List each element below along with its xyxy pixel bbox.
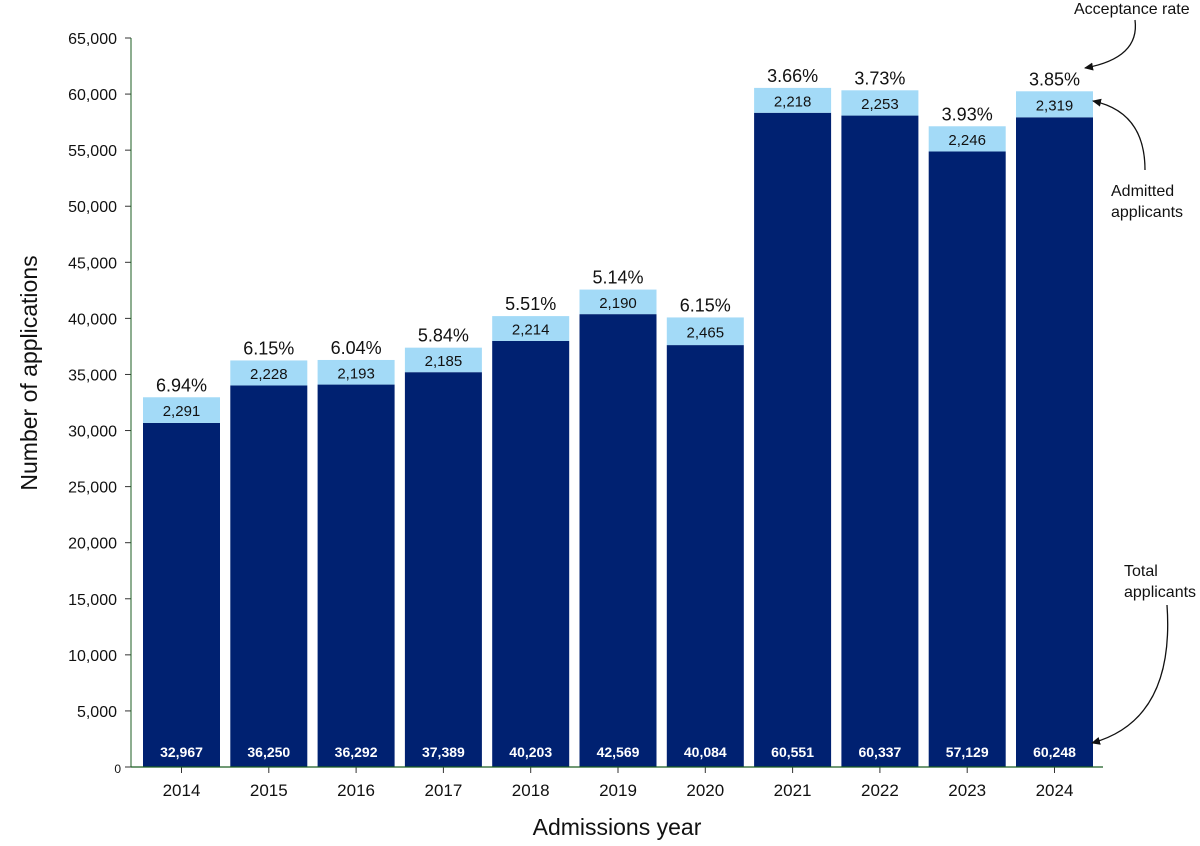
admitted-applicants-label: 2,190 — [599, 295, 637, 312]
bar-admitted-applicants — [492, 316, 570, 341]
admitted-applicants-annotation-line2: applicants — [1111, 204, 1183, 221]
bar-total-applicants — [404, 372, 482, 767]
total-applicants-label: 36,250 — [247, 744, 290, 760]
bar-total-applicants — [841, 115, 919, 767]
y-tick-label: 55,000 — [68, 143, 117, 160]
bar-total-applicants — [317, 384, 395, 767]
bar-admitted-applicants — [928, 126, 1006, 152]
y-tick-label: 60,000 — [68, 87, 117, 104]
total-applicants-label: 60,248 — [1033, 744, 1076, 760]
x-tick-label: 2022 — [861, 781, 899, 800]
total-applicants-label: 40,203 — [509, 744, 552, 760]
x-axis-title: Admissions year — [533, 814, 702, 840]
y-tick-label: 0 — [114, 762, 121, 776]
y-axis-title: Number of applications — [16, 255, 42, 490]
bar-admitted-applicants — [404, 347, 482, 373]
x-tick-label: 2015 — [250, 781, 288, 800]
total-applicants-label: 32,967 — [160, 744, 203, 760]
y-tick-label: 5,000 — [77, 704, 117, 721]
y-tick-label: 35,000 — [68, 367, 117, 384]
acceptance-rate-label: 6.15% — [243, 338, 294, 358]
bar-total-applicants — [143, 422, 220, 767]
acceptance-rate-annotation: Acceptance rate — [1074, 1, 1190, 18]
bar-admitted-applicants — [841, 90, 919, 116]
x-tick-label: 2016 — [337, 781, 375, 800]
admitted-applicants-arrow — [1092, 98, 1146, 171]
admitted-applicants-annotation-line1: Admitted — [1111, 183, 1174, 200]
bar-total-applicants — [1016, 117, 1093, 768]
admitted-applicants-label: 2,214 — [512, 322, 550, 339]
x-tick-label: 2019 — [599, 781, 637, 800]
acceptance-rate-label: 5.14% — [592, 268, 643, 288]
bar-admitted-applicants — [666, 317, 744, 346]
x-tick-label: 2017 — [424, 781, 462, 800]
admitted-applicants-label: 2,291 — [163, 403, 201, 420]
y-tick-label: 25,000 — [68, 480, 117, 497]
total-applicants-arrow — [1091, 604, 1169, 745]
bar-admitted-applicants — [317, 359, 395, 385]
bar-admitted-applicants — [754, 87, 832, 113]
total-applicants-label: 36,292 — [335, 744, 378, 760]
y-tick-label: 65,000 — [68, 31, 117, 48]
acceptance-rate-label: 5.51% — [505, 294, 556, 314]
bar-admitted-applicants — [1016, 91, 1093, 118]
y-tick-label: 40,000 — [68, 311, 117, 328]
admitted-applicants-label: 2,185 — [425, 353, 463, 370]
x-tick-label: 2023 — [948, 781, 986, 800]
bar-admitted-applicants — [143, 397, 220, 423]
total-applicants-label: 57,129 — [946, 744, 989, 760]
total-applicants-annotation-line1: Total — [1124, 563, 1158, 580]
total-applicants-label: 42,569 — [597, 744, 640, 760]
total-applicants-annotation-line2: applicants — [1124, 584, 1196, 601]
acceptance-rate-label: 3.66% — [767, 66, 818, 86]
bars-layer: 32,967 2,291 6.94% 2014 36,250 2,228 6.15% 2015… — [143, 66, 1093, 800]
bar-admitted-applicants — [579, 289, 657, 315]
total-applicants-label: 60,551 — [771, 744, 814, 760]
bar-total-applicants — [492, 340, 570, 767]
admitted-applicants-label: 2,465 — [687, 324, 725, 341]
x-tick-label: 2021 — [774, 781, 812, 800]
x-tick-label: 2024 — [1036, 781, 1074, 800]
x-tick-label: 2020 — [686, 781, 724, 800]
acceptance-rate-label: 5.84% — [418, 326, 469, 346]
y-tick-label: 30,000 — [68, 424, 117, 441]
admitted-applicants-label: 2,228 — [250, 366, 288, 383]
bar-total-applicants — [754, 112, 832, 768]
bar-total-applicants — [230, 385, 308, 767]
y-tick-label: 45,000 — [68, 255, 117, 272]
acceptance-rate-label: 3.85% — [1029, 69, 1080, 89]
admitted-applicants-label: 2,193 — [337, 365, 375, 382]
total-applicants-label: 37,389 — [422, 744, 465, 760]
total-applicants-label: 60,337 — [858, 744, 901, 760]
admitted-applicants-label: 2,218 — [774, 93, 812, 110]
acceptance-rate-label: 3.73% — [854, 68, 905, 88]
total-applicants-label: 40,084 — [684, 744, 727, 760]
y-tick-label: 15,000 — [68, 592, 117, 609]
y-tick-label: 20,000 — [68, 536, 117, 553]
y-tick-layer: 0 5,000 10,000 15,000 20,000 25,000 30,000 35,0… — [68, 31, 131, 776]
y-tick-label: 50,000 — [68, 199, 117, 216]
admitted-applicants-label: 2,319 — [1036, 97, 1074, 114]
bar-total-applicants — [666, 345, 744, 767]
acceptance-rate-label: 6.04% — [331, 338, 382, 358]
y-tick-label: 10,000 — [68, 648, 117, 665]
x-tick-label: 2018 — [512, 781, 550, 800]
x-tick-label: 2014 — [163, 781, 201, 800]
bar-total-applicants — [579, 314, 657, 767]
acceptance-rate-arrow — [1084, 19, 1137, 71]
acceptance-rate-label: 6.94% — [156, 375, 207, 395]
admitted-applicants-label: 2,253 — [861, 96, 899, 113]
admitted-applicants-label: 2,246 — [948, 132, 986, 149]
bar-admitted-applicants — [230, 360, 308, 386]
acceptance-rate-label: 6.15% — [680, 295, 731, 315]
bar-total-applicants — [928, 151, 1006, 767]
acceptance-rate-label: 3.93% — [942, 104, 993, 124]
